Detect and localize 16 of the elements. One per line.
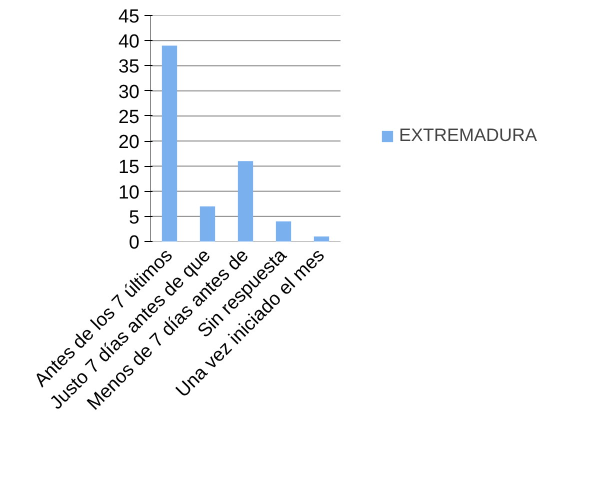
y-tick-label: 25 bbox=[118, 106, 140, 128]
y-tick-label: 35 bbox=[118, 56, 140, 78]
y-tick-label: 40 bbox=[118, 32, 140, 53]
bar bbox=[200, 206, 216, 242]
y-tick-label: 0 bbox=[128, 232, 140, 254]
bar bbox=[276, 221, 292, 242]
bar bbox=[238, 161, 254, 242]
y-tick-label: 45 bbox=[118, 6, 140, 28]
bar bbox=[314, 236, 330, 242]
y-tick-label: 10 bbox=[118, 182, 140, 204]
y-tick-label: 30 bbox=[118, 82, 140, 103]
legend-label: EXTREMADURA bbox=[399, 125, 538, 146]
y-tick-label: 20 bbox=[118, 132, 140, 154]
y-tick-label: 15 bbox=[118, 157, 140, 178]
bar bbox=[162, 46, 178, 242]
y-tick-label: 5 bbox=[128, 207, 140, 228]
